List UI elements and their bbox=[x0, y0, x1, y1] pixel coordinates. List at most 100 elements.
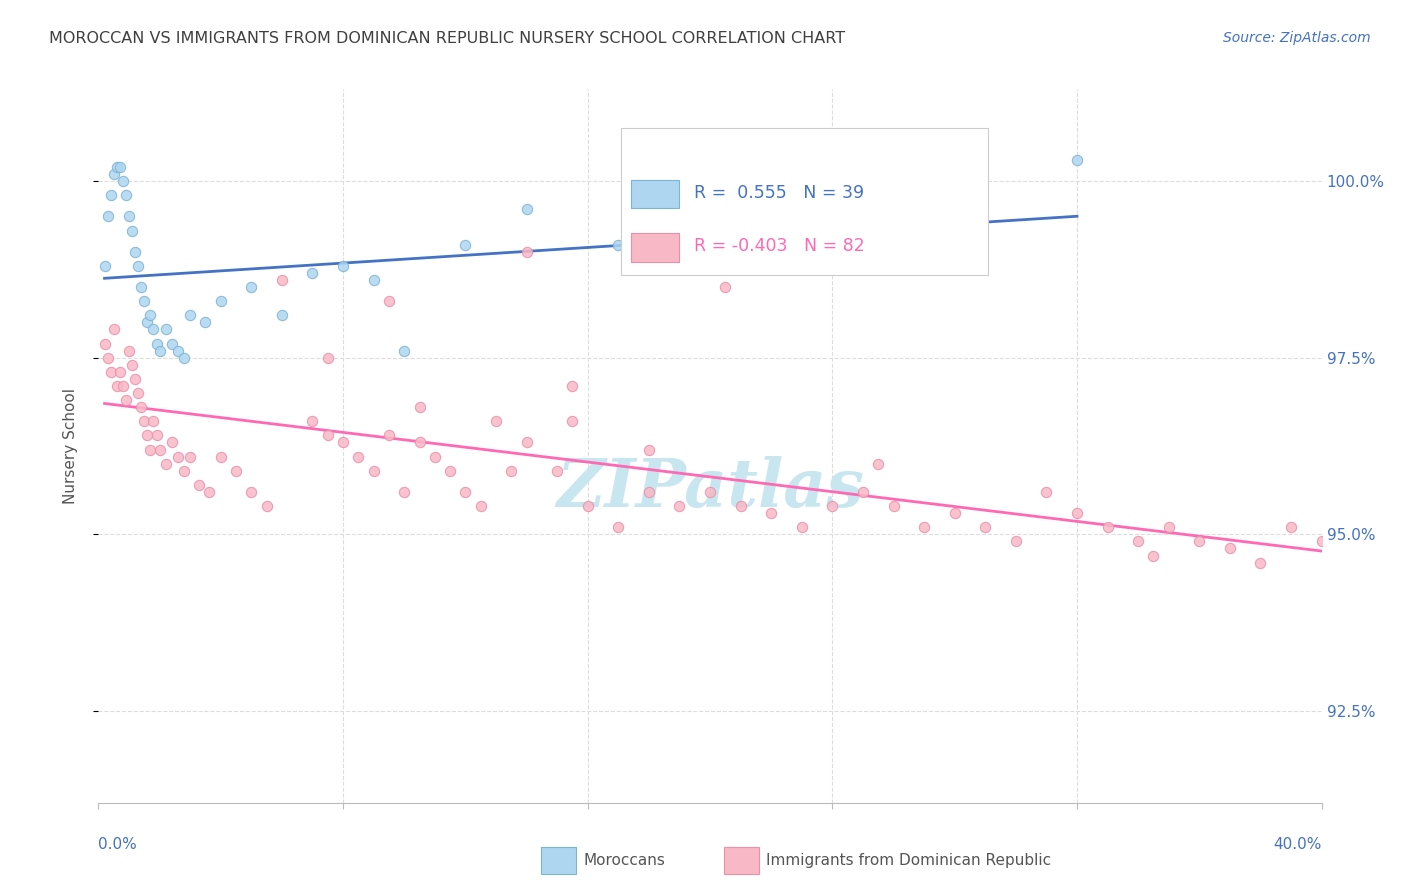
Point bbox=[561, 379, 583, 393]
Point bbox=[115, 393, 138, 408]
Point bbox=[943, 506, 966, 520]
Point bbox=[121, 358, 143, 372]
Point bbox=[139, 308, 162, 322]
Point bbox=[1279, 520, 1302, 534]
Point bbox=[167, 343, 190, 358]
Point bbox=[408, 435, 430, 450]
Point bbox=[97, 210, 120, 224]
Point bbox=[209, 294, 232, 309]
Point bbox=[105, 379, 128, 393]
Point bbox=[392, 343, 416, 358]
Point bbox=[188, 478, 211, 492]
Point bbox=[576, 499, 599, 513]
Point bbox=[111, 379, 134, 393]
Text: 0.0%: 0.0% bbox=[98, 837, 138, 852]
Point bbox=[730, 499, 752, 513]
Point bbox=[470, 499, 492, 513]
Point bbox=[167, 450, 190, 464]
Point bbox=[145, 428, 167, 442]
Point bbox=[883, 223, 905, 237]
Point bbox=[423, 450, 446, 464]
Point bbox=[378, 428, 401, 442]
Point bbox=[668, 499, 690, 513]
Point bbox=[270, 308, 294, 322]
Point bbox=[363, 273, 385, 287]
Point bbox=[1188, 534, 1211, 549]
Point bbox=[501, 464, 523, 478]
Point bbox=[134, 294, 156, 309]
Point bbox=[363, 464, 385, 478]
Point bbox=[546, 464, 568, 478]
Point bbox=[209, 450, 232, 464]
Text: 40.0%: 40.0% bbox=[1274, 837, 1322, 852]
Point bbox=[124, 244, 146, 259]
Point bbox=[194, 315, 217, 329]
Point bbox=[103, 322, 125, 336]
Point bbox=[136, 428, 159, 442]
Point bbox=[974, 520, 997, 534]
Text: R = -0.403   N = 82: R = -0.403 N = 82 bbox=[695, 237, 865, 255]
Point bbox=[121, 223, 143, 237]
Point bbox=[485, 414, 508, 428]
Point bbox=[270, 273, 294, 287]
Point bbox=[142, 414, 165, 428]
FancyBboxPatch shape bbox=[620, 128, 987, 275]
Point bbox=[129, 400, 152, 414]
Point bbox=[883, 499, 905, 513]
Point bbox=[912, 520, 935, 534]
Point bbox=[100, 188, 122, 202]
Point bbox=[1250, 556, 1272, 570]
Point bbox=[852, 484, 875, 499]
Point bbox=[454, 484, 477, 499]
Point bbox=[790, 520, 813, 534]
Text: ZIPatlas: ZIPatlas bbox=[557, 457, 863, 521]
Point bbox=[392, 484, 416, 499]
Text: Moroccans: Moroccans bbox=[583, 854, 665, 868]
Point bbox=[173, 351, 195, 365]
Point bbox=[439, 464, 461, 478]
Point bbox=[173, 464, 195, 478]
Point bbox=[454, 237, 477, 252]
Point bbox=[638, 442, 661, 457]
Point bbox=[868, 457, 890, 471]
Point bbox=[761, 506, 783, 520]
Point bbox=[93, 259, 115, 273]
Point bbox=[1097, 520, 1119, 534]
Point bbox=[821, 216, 844, 230]
Point bbox=[638, 484, 661, 499]
Point bbox=[408, 400, 430, 414]
Point bbox=[1004, 534, 1026, 549]
Point bbox=[93, 336, 115, 351]
Point bbox=[115, 188, 138, 202]
Point bbox=[160, 336, 183, 351]
Point bbox=[332, 435, 354, 450]
Point bbox=[179, 450, 201, 464]
Point bbox=[139, 442, 162, 457]
Point bbox=[256, 499, 278, 513]
Point bbox=[136, 315, 159, 329]
Point bbox=[149, 442, 172, 457]
Point bbox=[149, 343, 172, 358]
Point bbox=[699, 230, 721, 244]
Point bbox=[301, 414, 323, 428]
Text: R =  0.555   N = 39: R = 0.555 N = 39 bbox=[695, 184, 865, 202]
Point bbox=[301, 266, 323, 280]
Point bbox=[127, 259, 149, 273]
Point bbox=[108, 365, 131, 379]
Point bbox=[316, 351, 339, 365]
Point bbox=[197, 484, 219, 499]
Point bbox=[332, 259, 354, 273]
Point bbox=[118, 343, 141, 358]
Point bbox=[145, 336, 167, 351]
Point bbox=[1142, 549, 1164, 563]
Point bbox=[1219, 541, 1241, 556]
Point bbox=[225, 464, 247, 478]
Text: Source: ZipAtlas.com: Source: ZipAtlas.com bbox=[1223, 31, 1371, 45]
Point bbox=[103, 167, 125, 181]
Point bbox=[240, 484, 263, 499]
Point bbox=[108, 160, 131, 174]
Point bbox=[129, 280, 152, 294]
Point bbox=[134, 414, 156, 428]
Point bbox=[699, 484, 721, 499]
Point bbox=[516, 435, 538, 450]
